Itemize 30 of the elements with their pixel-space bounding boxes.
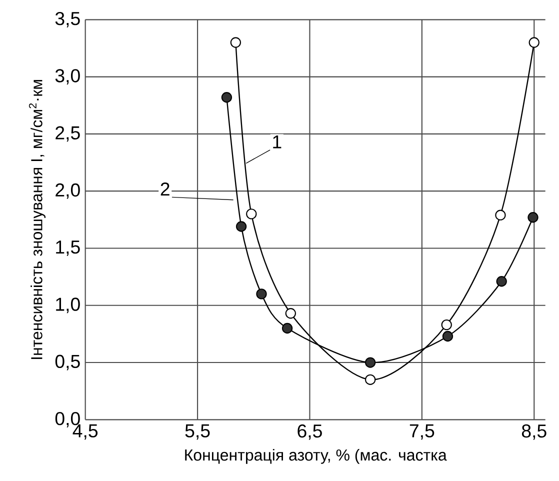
point: [285, 308, 296, 319]
point: [495, 210, 506, 220]
y-axis-title: Інтенсивність зношування I, мг/см$^{2}$·км: [28, 80, 46, 359]
y-tick-label: 3,5: [55, 12, 80, 28]
point: [496, 276, 507, 287]
y-tick-label: 2,0: [56, 183, 80, 199]
point: [364, 357, 376, 368]
point: [246, 208, 257, 220]
x-axis-title: Концентрація азоту, % (мас. частка: [185, 448, 447, 464]
x-tick-label: 8,5: [522, 424, 546, 440]
point: [230, 37, 242, 48]
y-tick-label: 0,5: [55, 354, 80, 370]
point: [282, 322, 293, 334]
point: [442, 330, 454, 342]
x-tick-label: 5,5: [185, 424, 210, 440]
point: [364, 374, 376, 385]
point: [256, 288, 267, 300]
x-tick-label: 7,5: [410, 424, 434, 440]
series-label: 1: [273, 135, 282, 148]
point: [528, 212, 538, 223]
y-tick-label: 2,5: [56, 126, 80, 142]
x-tick-label: 6,5: [298, 424, 322, 440]
y-tick-label: 1,0: [56, 298, 80, 314]
point: [221, 92, 232, 103]
point: [441, 319, 452, 330]
legend-label: 2: [160, 182, 170, 196]
point: [528, 37, 540, 48]
y-tick-label: 3,0: [55, 69, 80, 85]
point: [236, 221, 247, 232]
y-tick-label: 1,5: [56, 240, 80, 256]
